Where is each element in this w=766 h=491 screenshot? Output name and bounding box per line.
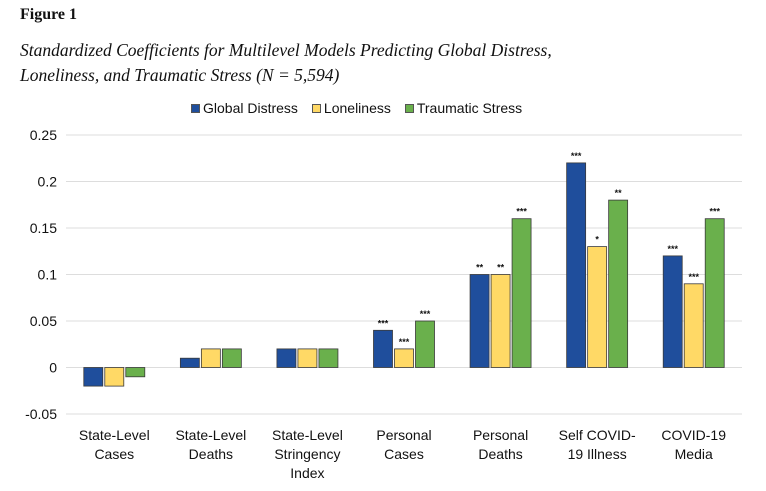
bar <box>704 218 725 368</box>
bar <box>490 274 511 368</box>
figure-label: Figure 1 <box>20 6 78 23</box>
legend-label-loneliness: Loneliness <box>323 100 391 116</box>
bar <box>415 320 435 368</box>
bar <box>683 283 704 368</box>
y-tick-label: 0.1 <box>38 267 58 283</box>
significance-label: *** <box>378 318 389 328</box>
legend-item-global-distress: Global Distress <box>191 100 298 116</box>
x-tick-label: Self COVID- <box>559 427 636 443</box>
chart-legend: Global Distress Loneliness Traumatic Str… <box>191 100 522 116</box>
x-tick-label: Personal <box>376 427 431 443</box>
caption-line-2: Loneliness, and Traumatic Stress (N = 5,… <box>20 65 340 85</box>
legend-label-traumatic-stress: Traumatic Stress <box>416 100 523 116</box>
x-tick-label: Stringency <box>274 446 340 462</box>
y-tick-label: 0.2 <box>38 174 58 190</box>
significance-label: * <box>595 235 599 245</box>
bar <box>179 357 200 368</box>
bar <box>276 348 297 368</box>
y-tick-label: 0.15 <box>30 220 57 236</box>
significance-label: ** <box>497 263 505 273</box>
significance-label: ** <box>476 263 484 273</box>
x-tick-label: 19 Illness <box>568 446 627 462</box>
x-tick-label: Media <box>675 446 713 462</box>
y-tick-label: 0 <box>49 360 57 376</box>
legend-item-traumatic-stress: Traumatic Stress <box>404 100 523 116</box>
significance-label: *** <box>571 151 582 161</box>
significance-label: *** <box>667 244 678 254</box>
bar <box>318 348 339 368</box>
bar <box>200 348 221 368</box>
bar <box>566 162 587 368</box>
x-tick-label: COVID-19 <box>661 427 726 443</box>
bar <box>297 348 318 368</box>
legend-swatch-global-distress <box>191 103 200 113</box>
bar <box>469 274 490 368</box>
x-tick-label: Index <box>290 465 324 481</box>
legend-item-loneliness: Loneliness <box>311 100 391 116</box>
bar <box>221 348 242 368</box>
bar <box>587 246 608 368</box>
x-tick-label: Cases <box>94 446 134 462</box>
y-tick-label: 0.05 <box>30 313 57 329</box>
figure-caption: Standardized Coefficients for Multilevel… <box>20 38 750 88</box>
bar <box>662 255 683 368</box>
significance-label: *** <box>399 337 410 347</box>
bar <box>373 329 393 368</box>
y-tick-label: 0.25 <box>30 127 57 143</box>
significance-label: *** <box>516 207 527 217</box>
x-tick-label: Personal <box>473 427 528 443</box>
y-tick-label: -0.05 <box>25 406 57 422</box>
significance-label: ** <box>615 188 623 198</box>
significance-label: *** <box>709 207 720 217</box>
bar <box>125 367 146 378</box>
caption-line-1: Standardized Coefficients for Multilevel… <box>20 40 552 60</box>
legend-swatch-traumatic-stress <box>404 103 414 113</box>
bar <box>394 348 414 368</box>
legend-label-global-distress: Global Distress <box>203 100 298 116</box>
significance-label: *** <box>420 309 431 319</box>
x-tick-label: Deaths <box>189 446 233 462</box>
x-tick-label: State-Level <box>175 427 246 443</box>
x-tick-label: State-Level <box>272 427 343 443</box>
x-tick-label: Cases <box>384 446 424 462</box>
bar <box>104 367 125 387</box>
x-tick-label: State-Level <box>79 427 150 443</box>
bar <box>608 199 629 368</box>
legend-swatch-loneliness <box>311 103 321 113</box>
significance-label: *** <box>688 272 699 282</box>
bar <box>83 367 104 387</box>
bar <box>511 218 532 368</box>
x-tick-label: Deaths <box>478 446 522 462</box>
